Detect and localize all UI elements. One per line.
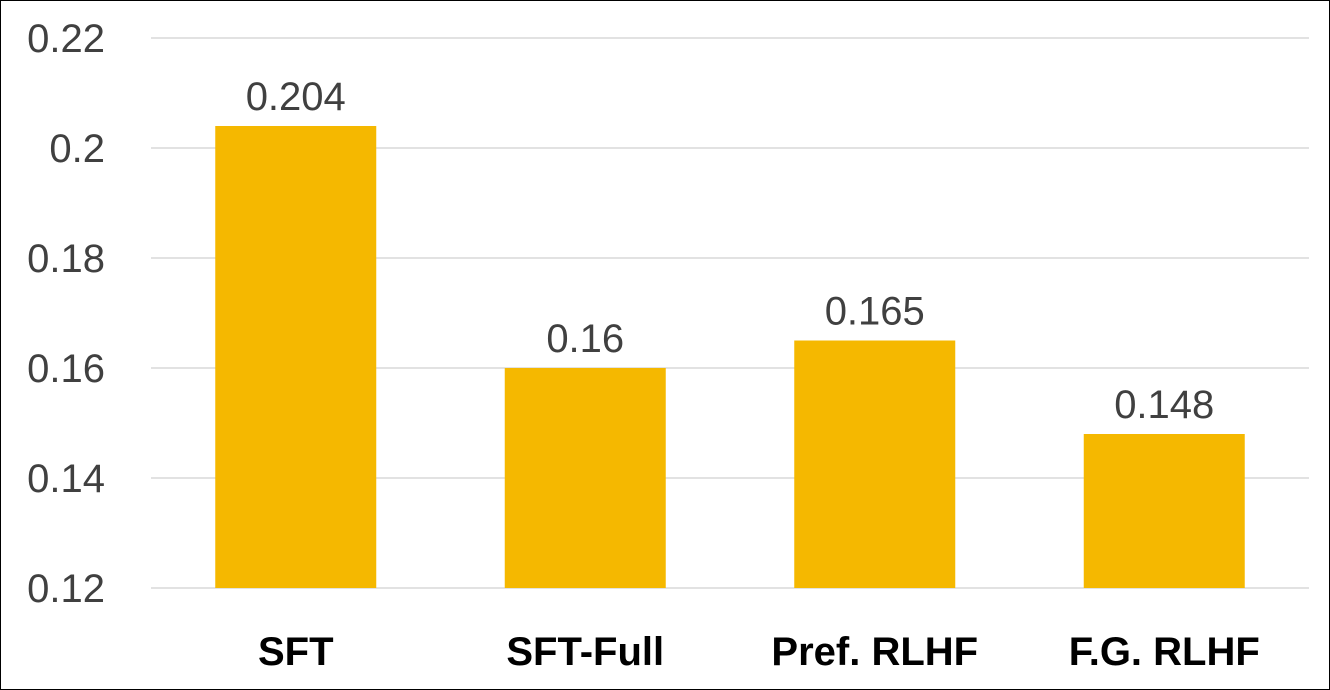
bar-value-label: 0.204	[246, 75, 346, 119]
y-tick-label: 0.12	[27, 567, 105, 611]
category-label: SFT-Full	[506, 630, 664, 674]
x-axis-categories: SFT SFT-Full Pref. RLHF F.G. RLHF	[258, 630, 1260, 674]
bar	[1083, 434, 1245, 588]
bar	[794, 340, 956, 588]
y-axis-ticks: 0.12 0.14 0.16 0.18 0.2 0.22	[27, 17, 105, 611]
category-label: SFT	[258, 630, 334, 674]
category-label: Pref. RLHF	[771, 630, 978, 674]
bar	[215, 126, 377, 588]
bar-value-label: 0.16	[546, 317, 624, 361]
y-tick-label: 0.2	[49, 127, 105, 171]
y-tick-label: 0.22	[27, 17, 105, 61]
bar-value-label: 0.165	[825, 290, 925, 334]
category-label: F.G. RLHF	[1069, 630, 1260, 674]
data-labels: 0.204 0.16 0.165 0.148	[246, 75, 1215, 427]
bars	[215, 126, 1245, 588]
bar	[504, 368, 666, 588]
bar-value-label: 0.148	[1114, 383, 1214, 427]
y-tick-label: 0.14	[27, 457, 105, 501]
y-tick-label: 0.16	[27, 347, 105, 391]
y-tick-label: 0.18	[27, 237, 105, 281]
